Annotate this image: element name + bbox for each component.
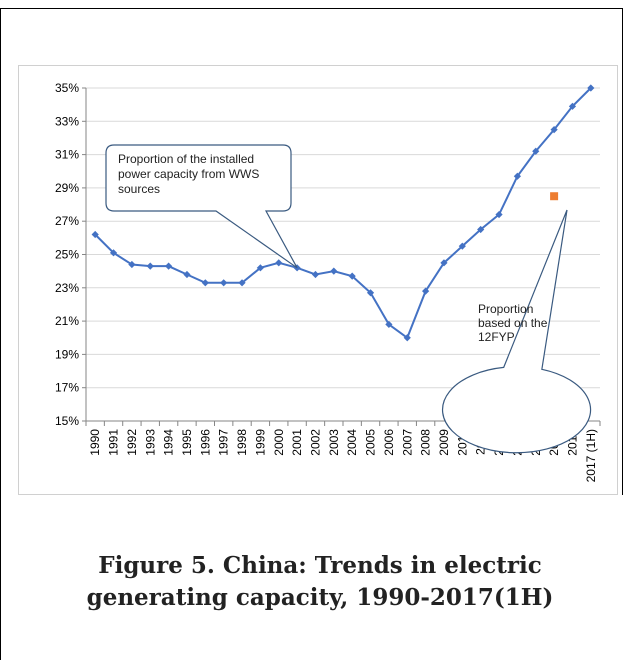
data-point xyxy=(238,279,246,287)
x-tick-label: 2009 xyxy=(437,429,451,456)
x-tick-label: 2001 xyxy=(290,429,304,456)
x-tick-label: 2000 xyxy=(272,429,286,456)
chart-container: 15% 17% 19% 21% 23% 25% 27% 29% 31% 33% 35% 1990 19… xyxy=(18,65,618,495)
y-tick-label: 23% xyxy=(55,281,79,295)
data-point xyxy=(128,260,136,269)
data-point xyxy=(91,230,99,239)
x-tick-label: 1994 xyxy=(162,429,176,456)
data-point xyxy=(422,287,430,295)
x-tick-label: 2017 (1H) xyxy=(584,429,598,482)
data-point xyxy=(201,279,209,287)
y-tick-label: 15% xyxy=(55,414,79,428)
annotation-text-wws: power capacity from WWS xyxy=(118,167,259,181)
data-point xyxy=(275,259,283,267)
annotation-text-12fyp: 12FYP xyxy=(478,330,515,344)
x-tick-label: 2002 xyxy=(308,429,322,456)
data-point xyxy=(532,147,540,155)
y-tick-label: 17% xyxy=(55,381,79,395)
x-tick-label: 2004 xyxy=(345,429,359,456)
data-point xyxy=(440,259,448,267)
annotation-text-12fyp: Proportion xyxy=(478,302,533,316)
x-tick-label: 1993 xyxy=(143,429,157,456)
x-tick-label: 2008 xyxy=(419,429,433,456)
x-tick-label: 1998 xyxy=(235,429,249,456)
x-tick-label: 1999 xyxy=(253,429,267,456)
target-point xyxy=(550,192,559,201)
series xyxy=(91,84,595,342)
data-point xyxy=(477,225,485,234)
data-point xyxy=(220,279,228,287)
data-point xyxy=(495,210,503,219)
data-point xyxy=(513,172,521,180)
x-tick-label: 2006 xyxy=(382,429,396,456)
y-tick-label: 27% xyxy=(55,214,79,228)
x-tick-label: 1992 xyxy=(125,429,139,456)
y-tick-label: 31% xyxy=(55,148,79,162)
x-tick-label: 1997 xyxy=(217,429,231,456)
y-axis: 15% 17% 19% 21% 23% 25% 27% 29% 31% 33% 35% xyxy=(55,81,87,428)
data-point xyxy=(385,320,393,329)
x-tick-label: 1990 xyxy=(88,429,102,456)
x-tick-label: 1991 xyxy=(107,429,121,456)
series-line xyxy=(94,87,592,340)
x-tick-label: 1996 xyxy=(198,429,212,456)
y-tick-label: 21% xyxy=(55,314,79,328)
x-tick-label: 1995 xyxy=(180,429,194,456)
data-point xyxy=(109,249,118,257)
y-tick-label: 33% xyxy=(55,114,79,128)
x-tick-label: 2003 xyxy=(327,429,341,456)
y-tick-label: 25% xyxy=(55,248,79,262)
caption-line-1: Figure 5. China: Trends in electric xyxy=(98,552,542,579)
annotation-text-wws: sources xyxy=(118,182,160,196)
y-tick-label: 29% xyxy=(55,181,79,195)
caption-line-2: generating capacity, 1990-2017(1H) xyxy=(86,584,554,611)
annotation-callout-12fyp xyxy=(442,209,592,454)
y-tick-label: 35% xyxy=(55,81,79,95)
data-point xyxy=(403,334,411,342)
line-chart: 15% 17% 19% 21% 23% 25% 27% 29% 31% 33% 35% 1990 19… xyxy=(18,65,618,495)
annotation-text-12fyp: based on the xyxy=(478,316,548,330)
figure-caption: Figure 5. China: Trends in electric gene… xyxy=(20,550,620,614)
data-point xyxy=(458,242,466,250)
y-tick-label: 19% xyxy=(55,347,79,361)
data-point xyxy=(568,102,577,110)
data-point xyxy=(550,126,558,134)
x-tick-label: 2007 xyxy=(400,429,414,456)
annotation-text-wws: Proportion of the installed xyxy=(118,152,254,166)
x-tick-label: 2005 xyxy=(364,429,378,456)
annotation-callout-wws xyxy=(105,144,298,269)
